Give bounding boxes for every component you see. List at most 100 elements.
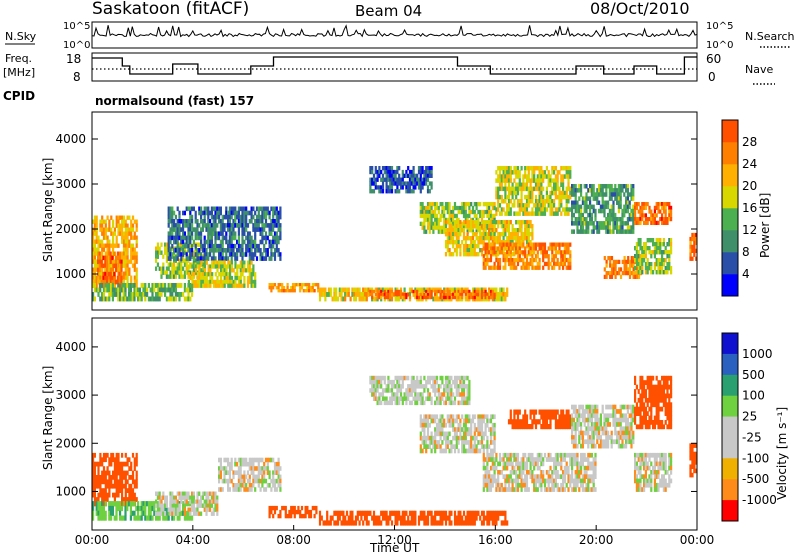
heatmap-cell <box>180 510 183 516</box>
heatmap-cell <box>183 262 186 267</box>
heatmap-cell <box>225 235 228 241</box>
heatmap-cell <box>97 510 100 516</box>
heatmap-cell <box>428 189 431 194</box>
heatmap-cell <box>592 188 595 193</box>
heatmap-cell <box>171 223 174 228</box>
heatmap-cell <box>571 221 574 226</box>
heatmap-cell <box>122 255 126 260</box>
heatmap-cell <box>275 248 278 253</box>
heatmap-cell <box>369 185 372 190</box>
heatmap-cell <box>236 223 239 228</box>
heatmap-cell <box>558 265 561 270</box>
heatmap-cell <box>236 268 239 273</box>
heatmap-cell <box>207 264 210 269</box>
heatmap-cell <box>124 231 127 236</box>
heatmap-cell <box>92 283 95 288</box>
heatmap-cell <box>173 499 176 504</box>
heatmap-cell <box>520 199 523 204</box>
heatmap-cell <box>236 264 239 269</box>
heatmap-cell <box>160 287 163 293</box>
heatmap-cell <box>471 240 475 245</box>
heatmap-cell <box>180 292 183 297</box>
heatmap-cell <box>214 206 217 212</box>
heatmap-cell <box>207 491 210 496</box>
heatmap-cell <box>614 212 617 218</box>
heatmap-cell <box>216 268 219 273</box>
heatmap-cell <box>432 287 435 293</box>
heatmap-cell <box>130 488 133 493</box>
heatmap-cell <box>493 205 496 211</box>
heatmap-cell <box>171 243 174 249</box>
heatmap-cell <box>518 174 521 179</box>
heatmap-cell <box>630 212 633 218</box>
heatmap-cell <box>419 296 422 302</box>
heatmap-cell <box>165 499 168 504</box>
heatmap-cell <box>670 217 673 222</box>
heatmap-cell <box>99 479 102 485</box>
heatmap-cell <box>245 223 248 228</box>
heatmap-cell <box>608 217 611 222</box>
heatmap-cell <box>214 256 217 261</box>
heatmap-cell <box>527 250 530 255</box>
heatmap-cell <box>398 292 401 297</box>
heatmap-cell <box>484 228 487 233</box>
heatmap-cell <box>272 483 275 488</box>
heatmap-cell <box>185 243 188 249</box>
heatmap-cell <box>160 274 163 279</box>
heatmap-cell <box>385 292 388 297</box>
heatmap-cell <box>209 248 212 253</box>
heatmap-cell <box>115 488 118 493</box>
heatmap-cell <box>228 227 231 232</box>
heatmap-cell <box>509 220 512 225</box>
heatmap-cell <box>538 246 541 251</box>
heatmap-cell <box>263 223 266 228</box>
heatmap-cell <box>399 292 403 297</box>
heatmap-cell <box>227 260 230 265</box>
heatmap-cell <box>691 244 694 250</box>
heatmap-cell <box>448 236 451 241</box>
heatmap-cell <box>209 268 212 273</box>
heatmap-cell <box>282 505 286 511</box>
heatmap-cell <box>219 227 222 232</box>
heatmap-cell <box>486 232 489 237</box>
heatmap-cell <box>453 510 457 516</box>
heatmap-cell <box>140 501 143 507</box>
heatmap-cell <box>506 250 509 255</box>
heatmap-cell <box>124 271 127 276</box>
heatmap-cell <box>363 292 367 297</box>
heatmap-cell <box>189 499 192 504</box>
heatmap-cell <box>462 232 466 237</box>
heatmap-cell <box>504 232 507 237</box>
heatmap-cell <box>462 209 466 215</box>
heatmap-cell <box>95 235 98 240</box>
heatmap-cell <box>290 289 293 293</box>
heatmap-cell <box>423 221 426 226</box>
heatmap-cell <box>589 200 592 205</box>
heatmap-cell <box>414 181 417 186</box>
heatmap-cell <box>200 511 203 516</box>
heatmap-cell <box>644 262 647 267</box>
heatmap-cell <box>500 232 503 237</box>
heatmap-cell <box>243 214 246 220</box>
heatmap-cell <box>100 279 103 285</box>
heatmap-cell <box>452 232 455 237</box>
heatmap-cell <box>419 213 422 219</box>
heatmap-cell <box>104 259 107 265</box>
heatmap-cell <box>412 185 415 190</box>
heatmap-cell <box>583 208 586 214</box>
heatmap-cell <box>156 283 159 288</box>
heatmap-cell <box>185 235 188 241</box>
heatmap-cell <box>637 266 640 271</box>
heatmap-cell <box>399 295 403 300</box>
heatmap-cell <box>133 231 136 236</box>
heatmap-cell <box>218 279 221 285</box>
heatmap-cell <box>457 292 460 297</box>
heatmap-cell <box>516 182 520 187</box>
heatmap-cell <box>516 199 520 204</box>
heatmap-cell <box>666 220 669 225</box>
heatmap-cell <box>639 213 642 218</box>
heatmap-cell <box>666 270 669 275</box>
heatmap-cell <box>255 466 259 471</box>
heatmap-cell <box>158 503 161 508</box>
heatmap-cell <box>97 287 100 293</box>
